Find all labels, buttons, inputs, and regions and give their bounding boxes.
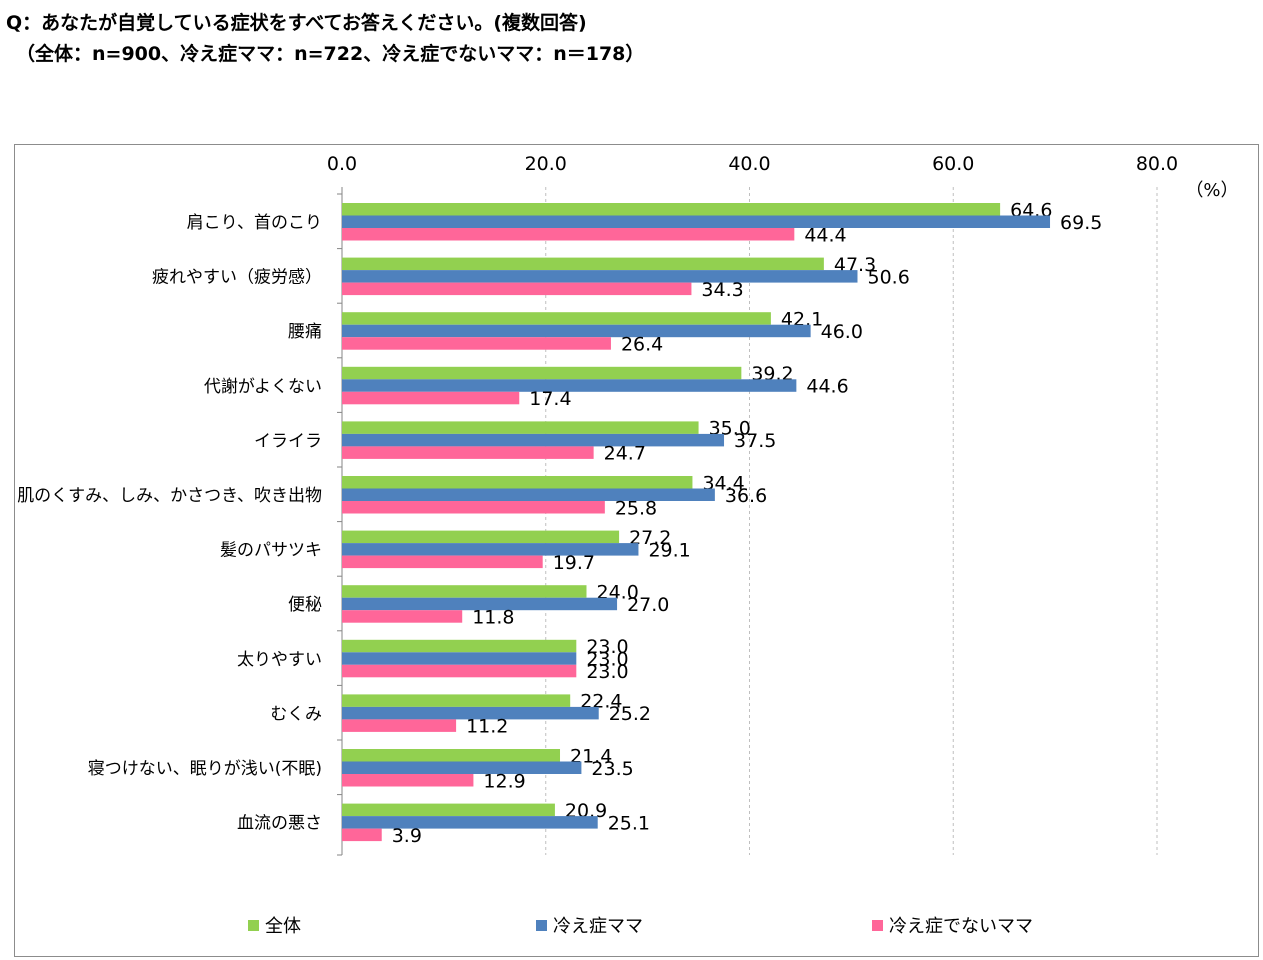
- bar-notcold: [342, 446, 594, 459]
- legend-item-notcold: 冷え症でないママ: [872, 912, 1033, 938]
- legend-label-cold: 冷え症ママ: [553, 916, 643, 937]
- bar-notcold: [342, 719, 457, 732]
- category-label: 髪のパサツキ: [220, 541, 322, 561]
- category-label: 血流の悪さ: [237, 814, 322, 834]
- data-label-cold: 69.5: [1060, 212, 1102, 234]
- data-label-cold: 46.0: [821, 321, 863, 343]
- data-label-notcold: 23.0: [586, 661, 628, 683]
- bar-all: [342, 803, 555, 817]
- data-label-cold: 36.6: [725, 485, 767, 507]
- category-label: 肌のくすみ、しみ、かさつき、吹き出物: [17, 486, 322, 506]
- x-tick-label: 60.0: [932, 153, 974, 175]
- x-tick-label: 0.0: [327, 153, 357, 175]
- x-axis-unit-label: （%）: [1185, 180, 1238, 201]
- bar-all: [342, 530, 620, 544]
- bar-all: [342, 421, 699, 434]
- chart-title: Q：あなたが自覚している症状をすべてお答えください。(複数回答): [6, 12, 587, 34]
- chart-frame: [14, 144, 1259, 957]
- bar-all: [342, 694, 571, 707]
- legend-label-notcold: 冷え症でないママ: [889, 916, 1033, 937]
- data-label-notcold: 11.8: [472, 606, 514, 628]
- bar-cold: [342, 761, 582, 774]
- legend-item-all: 全体: [248, 912, 301, 938]
- bar-notcold: [342, 501, 605, 514]
- data-label-all: 27.2: [629, 527, 671, 549]
- data-label-cold: 25.2: [609, 703, 651, 725]
- bar-all: [342, 749, 561, 762]
- bar-all: [342, 203, 1001, 216]
- bar-cold: [342, 706, 599, 720]
- category-label: 代謝がよくない: [204, 377, 322, 397]
- bar-cold: [342, 379, 797, 392]
- data-label-notcold: 3.9: [392, 825, 422, 847]
- bar-notcold: [342, 282, 692, 296]
- bar-all: [342, 639, 577, 653]
- bar-all: [342, 476, 693, 489]
- bar-cold: [342, 597, 618, 611]
- category-label: 腰痛: [288, 322, 322, 342]
- bar-cold: [342, 270, 858, 283]
- bar-all: [342, 257, 824, 271]
- category-label: 寝つけない、眠りが浅い(不眠): [88, 758, 322, 779]
- category-label: 肩こり、首のこり: [187, 213, 322, 233]
- legend-swatch-notcold: [872, 919, 883, 931]
- data-label-cold: 25.1: [608, 812, 650, 834]
- category-label: 疲れやすい（疲労感）: [152, 268, 322, 288]
- bar-all: [342, 366, 742, 380]
- legend-label-all: 全体: [265, 916, 301, 937]
- data-label-cold: 50.6: [867, 266, 909, 288]
- bar-cold: [342, 324, 811, 338]
- bar-cold: [342, 816, 598, 829]
- data-label-notcold: 12.9: [483, 770, 525, 792]
- bar-cold: [342, 488, 715, 501]
- legend-swatch-all: [248, 919, 259, 931]
- bar-cold: [342, 652, 577, 665]
- category-label: むくみ: [270, 704, 322, 724]
- data-label-cold: 29.1: [648, 539, 690, 561]
- data-label-cold: 37.5: [734, 430, 776, 452]
- bar-notcold: [342, 774, 474, 787]
- category-label: 太りやすい: [237, 650, 322, 670]
- data-label-all: 23.0: [586, 636, 628, 658]
- data-label-notcold: 44.4: [804, 224, 846, 246]
- x-tick-label: 40.0: [728, 153, 770, 175]
- bar-all: [342, 312, 771, 325]
- data-label-cold: 23.5: [591, 758, 633, 780]
- data-label-cold: 27.0: [627, 594, 669, 616]
- legend-swatch-cold: [536, 919, 547, 931]
- bar-notcold: [342, 610, 463, 623]
- data-label-notcold: 24.7: [604, 443, 646, 465]
- category-label: 便秘: [288, 595, 322, 615]
- bar-notcold: [342, 828, 382, 842]
- bar-cold: [342, 215, 1051, 228]
- data-label-notcold: 34.3: [701, 279, 743, 301]
- bar-notcold: [342, 555, 543, 569]
- bar-all: [342, 585, 587, 598]
- bar-notcold: [342, 664, 577, 678]
- data-label-notcold: 26.4: [621, 333, 663, 355]
- data-label-notcold: 11.2: [466, 716, 508, 738]
- legend-item-cold: 冷え症ママ: [536, 912, 643, 938]
- data-label-notcold: 17.4: [529, 388, 571, 410]
- bar-notcold: [342, 228, 795, 241]
- chart-subtitle: （全体：n=900、冷え症ママ：n=722、冷え症でないママ：n＝178）: [16, 43, 645, 65]
- bar-notcold: [342, 391, 520, 405]
- category-label: イライラ: [254, 431, 322, 451]
- x-tick-label: 20.0: [525, 153, 567, 175]
- data-label-cold: 23.0: [586, 649, 628, 671]
- data-label-notcold: 19.7: [553, 552, 595, 574]
- bar-notcold: [342, 337, 611, 350]
- data-label-notcold: 25.8: [615, 497, 657, 519]
- x-tick-label: 80.0: [1136, 153, 1178, 175]
- data-label-cold: 44.6: [806, 376, 848, 398]
- bar-cold: [342, 433, 725, 447]
- bar-cold: [342, 543, 639, 556]
